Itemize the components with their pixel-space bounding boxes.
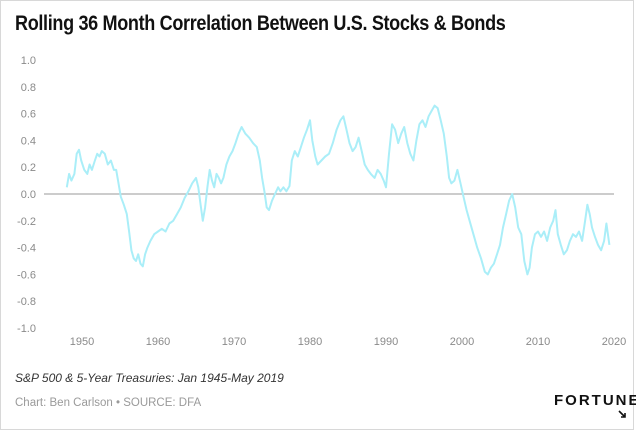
x-tick-label: 2010 [526, 336, 550, 348]
series-line [65, 104, 611, 276]
y-tick-label: 0.0 [21, 189, 36, 201]
series-group [65, 104, 611, 276]
x-tick-label: 1970 [222, 336, 246, 348]
x-tick-label: 2000 [450, 336, 474, 348]
chart-title: Rolling 36 Month Correlation Between U.S… [15, 12, 506, 35]
y-tick-label: 0.2 [21, 162, 36, 174]
x-axis-ticks: 1950 1960 1970 1980 1990 2000 2010 2020 [70, 336, 626, 348]
x-tick-label: 1990 [374, 336, 398, 348]
y-tick-label: -0.4 [17, 243, 36, 255]
x-tick-label: 2020 [602, 336, 626, 348]
y-tick-label: -0.6 [17, 269, 36, 281]
y-tick-label: 1.0 [21, 55, 36, 67]
y-tick-label: -0.8 [17, 296, 36, 308]
y-tick-label: 0.6 [21, 109, 36, 121]
x-tick-label: 1950 [70, 336, 94, 348]
logo-arrow-icon [618, 410, 626, 418]
x-tick-label: 1980 [298, 336, 322, 348]
y-tick-label: 0.4 [21, 135, 36, 147]
y-axis-ticks: 1.0 0.8 0.6 0.4 0.2 0.0 -0.2 -0.4 -0.6 -0.8 -1.0 [17, 55, 36, 335]
x-tick-label: 1960 [146, 336, 170, 348]
fortune-logo: FORTUNE [554, 392, 636, 409]
chart-subtitle: S&P 500 & 5-Year Treasuries: Jan 1945-Ma… [15, 371, 284, 385]
y-tick-label: 0.8 [21, 82, 36, 94]
y-tick-label: -1.0 [17, 323, 36, 335]
chart-credit: Chart: Ben Carlson • SOURCE: DFA [15, 397, 202, 409]
y-tick-label: -0.2 [17, 216, 36, 228]
